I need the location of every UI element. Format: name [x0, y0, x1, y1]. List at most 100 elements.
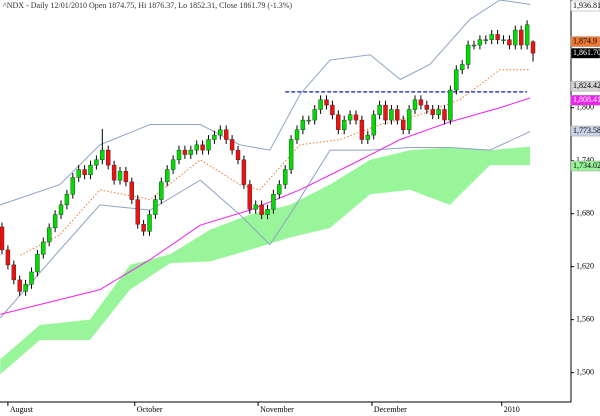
- candle-body: [23, 284, 28, 292]
- candle-body: [129, 181, 135, 200]
- candle-body: [29, 271, 34, 285]
- candle-body: [436, 109, 441, 115]
- candle-body: [94, 159, 99, 166]
- price-label-box: [570, 0, 600, 12]
- candle-body: [106, 149, 111, 166]
- candle-body: [330, 104, 335, 115]
- candle-body: [165, 169, 170, 183]
- candle-body: [389, 109, 394, 121]
- y-tick-label: 1,560: [576, 314, 594, 323]
- candle-body: [454, 69, 459, 91]
- candle-body: [111, 164, 117, 181]
- candle-body: [365, 134, 371, 140]
- candle-body: [283, 169, 288, 185]
- candle-body: [265, 209, 270, 215]
- candle-body: [347, 114, 353, 121]
- chart-title: ^NDX - Daily 12/01/2010 Open 1874.75, Hi…: [3, 1, 292, 10]
- x-tick-label: August: [10, 405, 34, 414]
- candle-body: [318, 99, 323, 110]
- candle-body: [188, 149, 194, 155]
- candle-body: [100, 149, 105, 161]
- plot-area: [0, 0, 536, 375]
- price-label: 1,808.41: [573, 95, 600, 104]
- price-label: 1,936.81: [573, 1, 600, 10]
- candle-body: [300, 119, 306, 131]
- candle-body: [324, 99, 329, 106]
- candle-body: [513, 29, 518, 46]
- candle-body: [465, 44, 471, 65]
- y-tick-label: 1,620: [576, 261, 594, 270]
- candle-body: [5, 249, 11, 266]
- candle-body: [253, 204, 258, 210]
- ichimoku-cloud: [0, 146, 531, 375]
- price-label: 1,773.58: [573, 126, 600, 135]
- candle-body: [377, 104, 382, 115]
- candle-body: [141, 224, 146, 232]
- candle-body: [135, 199, 140, 225]
- x-tick-label: December: [374, 405, 407, 414]
- candle-body: [530, 41, 536, 54]
- candle-body: [241, 159, 247, 185]
- candle-body: [353, 114, 359, 121]
- candle-body: [235, 149, 241, 161]
- price-label-box: [570, 47, 600, 59]
- x-tick-label: October: [137, 405, 163, 414]
- candle-body: [471, 44, 477, 47]
- candle-body: [0, 226, 5, 251]
- candle-body: [371, 114, 376, 136]
- candle-body: [41, 241, 46, 255]
- candle-body: [82, 169, 87, 176]
- candle-body: [306, 119, 312, 122]
- candle-body: [448, 89, 453, 121]
- candle-body: [418, 99, 424, 106]
- candle-body: [218, 129, 223, 136]
- candle-body: [524, 24, 530, 46]
- x-tick-label: 2010: [504, 405, 520, 414]
- y-tick-label: 1,740: [576, 156, 594, 165]
- candle-body: [170, 159, 176, 170]
- candle-body: [247, 184, 253, 210]
- candle-body: [483, 39, 489, 41]
- candle-body: [58, 204, 64, 215]
- price-label: 1,861.70: [573, 48, 600, 57]
- candle-body: [336, 114, 341, 131]
- candle-body: [412, 99, 418, 110]
- candle-body: [11, 264, 17, 281]
- candle-body: [395, 109, 400, 121]
- x-tick-label: November: [260, 405, 294, 414]
- candle-body: [159, 181, 164, 200]
- candle-body: [224, 129, 229, 140]
- candle-body: [47, 227, 52, 243]
- indicator-line: [20, 69, 531, 256]
- candle-body: [200, 144, 205, 151]
- candle-body: [76, 169, 81, 178]
- candle-body: [277, 184, 282, 195]
- price-label: 1,824.42: [573, 81, 600, 90]
- candle-body: [424, 104, 430, 110]
- candle-body: [64, 194, 70, 206]
- candle-body: [294, 129, 300, 140]
- candle-body: [519, 29, 524, 46]
- price-label-box: [570, 95, 600, 106]
- candle-body: [194, 144, 199, 151]
- candle-body: [123, 171, 129, 183]
- candle-body: [312, 109, 317, 121]
- y-tick-label: 1,500: [576, 367, 594, 376]
- candle-body: [501, 39, 506, 41]
- candle-body: [495, 34, 500, 40]
- candle-body: [176, 149, 182, 161]
- price-label-box: [570, 36, 600, 47]
- indicator-line: [0, 131, 531, 319]
- candle-body: [342, 119, 347, 131]
- candle-body: [401, 119, 406, 131]
- candle-body: [153, 199, 158, 215]
- candle-body: [271, 194, 276, 210]
- candle-body: [442, 109, 447, 121]
- candle-body: [259, 204, 264, 215]
- price-label-box: [570, 160, 600, 172]
- candle-body: [406, 109, 412, 131]
- candle-body: [288, 139, 294, 170]
- price-label-box: [570, 125, 600, 137]
- candle-body: [430, 109, 435, 115]
